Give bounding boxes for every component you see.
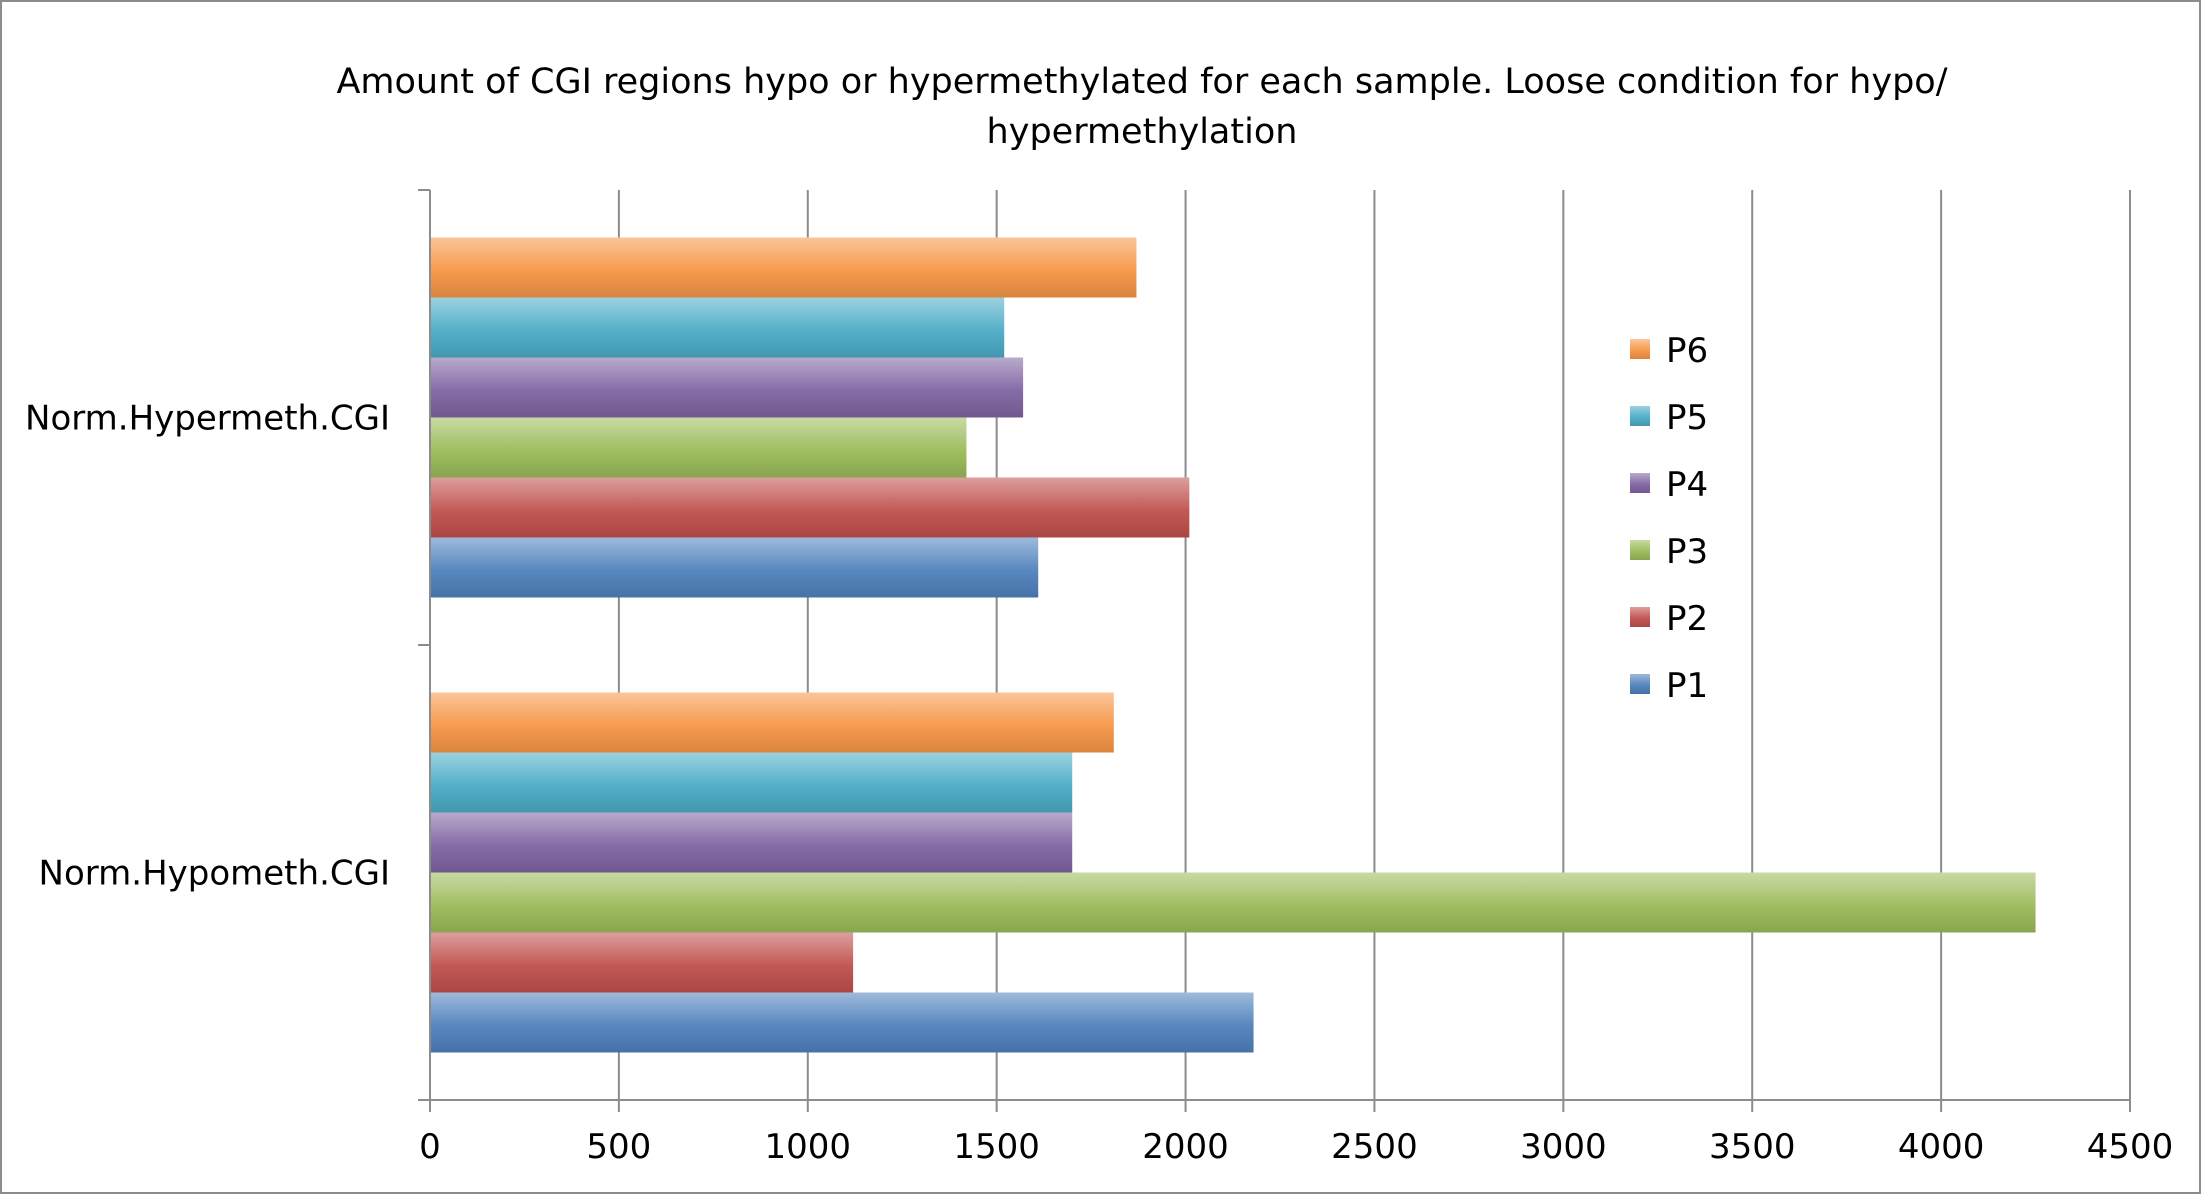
axes: 0 500 1000 1500 2000 2500 3000 3500 4000 4500 Norm… (25, 189, 2174, 1167)
x-tick-label: 4000 (1898, 1127, 1985, 1167)
legend-label-p4: P4 (1666, 465, 1708, 505)
legend: P6 P5 P4 P3 P2 P1 (1630, 331, 1708, 706)
bar-p6-hypometh (430, 692, 1114, 753)
bars (430, 237, 2036, 1053)
legend-swatch-p5 (1630, 406, 1650, 426)
legend-label-p2: P2 (1666, 599, 1708, 639)
x-tick-label: 2500 (1331, 1127, 1418, 1167)
x-tick-label: 2000 (1142, 1127, 1229, 1167)
bar-p2-hypometh (430, 932, 854, 993)
legend-swatch-p2 (1630, 607, 1650, 627)
x-tick-label: 500 (586, 1127, 651, 1167)
x-tick-label: 0 (419, 1127, 441, 1167)
x-tick-label: 1500 (953, 1127, 1040, 1167)
bar-p6-hypermeth (430, 237, 1137, 298)
bar-p1-hypermeth (430, 537, 1039, 598)
x-tick-label: 4500 (2087, 1127, 2174, 1167)
y-category-label: Norm.Hypometh.CGI (39, 854, 390, 894)
x-tick-label: 1000 (765, 1127, 852, 1167)
x-tick-label: 3500 (1709, 1127, 1796, 1167)
legend-label-p3: P3 (1666, 532, 1708, 572)
chart-title-line-1: Amount of CGI regions hypo or hypermethy… (336, 62, 1947, 102)
legend-swatch-p3 (1630, 540, 1650, 560)
legend-label-p6: P6 (1666, 331, 1708, 371)
bar-p3-hypometh (430, 872, 2036, 933)
legend-label-p5: P5 (1666, 398, 1708, 438)
bar-p5-hypermeth (430, 297, 1005, 358)
y-category-label: Norm.Hypermeth.CGI (25, 399, 390, 439)
bar-p5-hypometh (430, 752, 1073, 813)
bar-p4-hypometh (430, 812, 1073, 873)
bar-p2-hypermeth (430, 477, 1190, 538)
bar-p4-hypermeth (430, 357, 1024, 418)
legend-swatch-p4 (1630, 473, 1650, 493)
legend-swatch-p6 (1630, 339, 1650, 359)
legend-swatch-p1 (1630, 674, 1650, 694)
legend-label-p1: P1 (1666, 666, 1708, 706)
chart-title-line-2: hypermethylation (987, 112, 1298, 152)
x-tick-label: 3000 (1520, 1127, 1607, 1167)
bar-p3-hypermeth (430, 417, 967, 478)
bar-p1-hypometh (430, 992, 1254, 1053)
